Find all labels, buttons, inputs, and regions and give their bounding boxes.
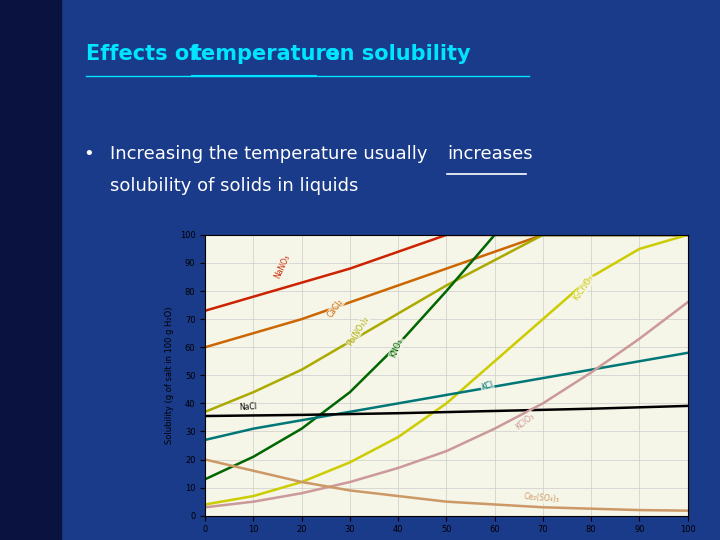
Text: on solubility: on solubility — [318, 44, 471, 64]
Bar — [0, 0, 61, 540]
Text: KClO₃: KClO₃ — [514, 411, 536, 431]
Text: solubility of solids in liquids: solubility of solids in liquids — [110, 177, 359, 195]
Text: NaCl: NaCl — [239, 402, 258, 412]
Text: K₂Cr₂O₇: K₂Cr₂O₇ — [572, 274, 595, 302]
Text: temperature: temperature — [192, 44, 341, 64]
Text: Ce₂(SO₄)₃: Ce₂(SO₄)₃ — [523, 492, 560, 504]
Text: KCl: KCl — [480, 380, 495, 392]
Text: increases: increases — [447, 145, 533, 163]
Y-axis label: Solubility (g of salt in 100 g H₂O): Solubility (g of salt in 100 g H₂O) — [165, 307, 174, 444]
Text: Effects of: Effects of — [86, 44, 206, 64]
Text: Increasing the temperature usually: Increasing the temperature usually — [110, 145, 433, 163]
Text: Pb(NO₃)₂: Pb(NO₃)₂ — [345, 314, 370, 347]
Text: CaCl₂: CaCl₂ — [325, 297, 345, 319]
Text: •: • — [83, 145, 94, 163]
Text: NaNO₃: NaNO₃ — [273, 253, 292, 280]
Text: KNO₃: KNO₃ — [389, 337, 404, 359]
